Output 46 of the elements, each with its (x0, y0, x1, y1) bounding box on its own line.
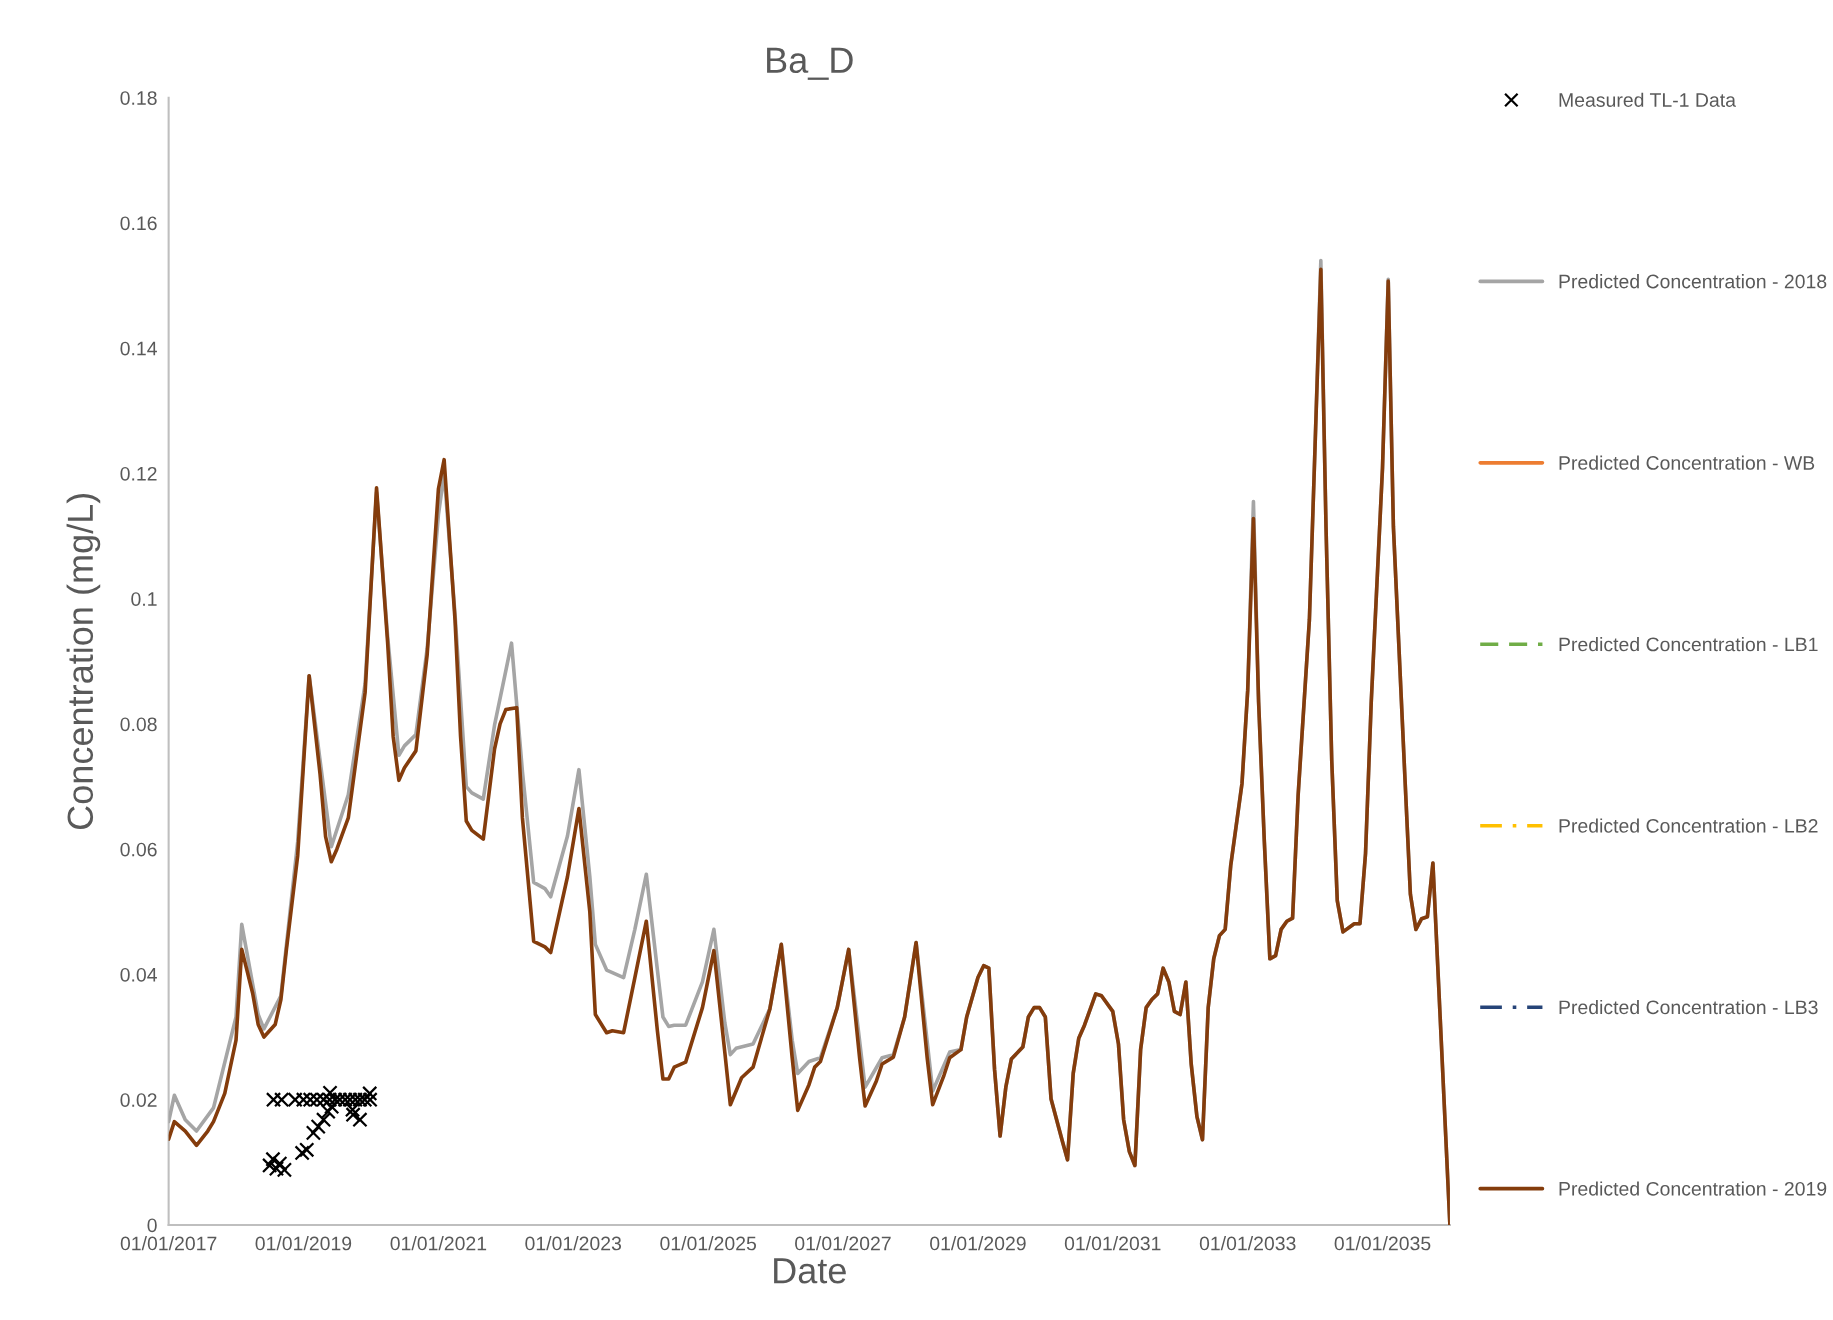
legend-label: Predicted Concentration - LB1 (1559, 637, 1818, 652)
legend-label: Predicted Concentration - LB2 (1559, 818, 1818, 833)
x-tick-label: 01/01/2019 (255, 1236, 352, 1251)
point (344, 1102, 361, 1118)
point (322, 1085, 338, 1101)
chart-title: Ba_D (767, 47, 853, 80)
point (268, 1160, 285, 1177)
y-tick-label: 0.12 (120, 466, 157, 481)
point (294, 1145, 310, 1161)
x-tick-label: 01/01/2029 (930, 1236, 1026, 1251)
y-tick-label: 0.14 (120, 341, 157, 356)
point (352, 1112, 368, 1128)
point (265, 1092, 282, 1108)
y-tick-label: 0.02 (120, 1093, 157, 1107)
point (310, 1118, 326, 1135)
x-tick-label: 01/01/2031 (1064, 1236, 1161, 1251)
legend-label: Predicted Concentration - 2018 (1559, 274, 1827, 289)
y-tick-label: 0 (147, 1218, 157, 1233)
y-tick-label: 0.16 (120, 216, 157, 231)
y-tick-label: 0.06 (120, 842, 157, 857)
legend-label: Predicted Concentration - 2019 (1559, 1181, 1827, 1196)
y-tick-label: 0.08 (120, 717, 157, 732)
y-tick-label: 0.18 (120, 91, 157, 105)
legend-label: Predicted Concentration - LB3 (1559, 999, 1818, 1015)
x-tick-label: 01/01/2033 (1199, 1236, 1296, 1251)
point (265, 1151, 281, 1167)
point (299, 1142, 315, 1158)
legend-label: Predicted Concentration - WB (1559, 455, 1815, 470)
x-tick-label: 01/01/2027 (795, 1236, 891, 1251)
point (315, 1112, 332, 1128)
y-axis-title: Concentration (mg/L) (66, 493, 101, 830)
point (305, 1125, 322, 1141)
point (345, 1107, 361, 1123)
x-axis-title: Date (774, 1258, 846, 1284)
point (320, 1103, 336, 1120)
legend-label: Measured TL-1 Data (1559, 92, 1736, 107)
x-tick-label: 01/01/2023 (525, 1236, 622, 1251)
x-tick-label: 01/01/2021 (390, 1236, 487, 1251)
point (362, 1085, 378, 1102)
y-tick-label: 0.04 (120, 967, 157, 982)
point (276, 1162, 293, 1178)
point (323, 1098, 340, 1115)
x-tick-label: 01/01/2035 (1334, 1236, 1431, 1251)
x-tick-label: 01/01/2025 (660, 1236, 757, 1251)
x-tick-label: 01/01/2017 (120, 1236, 217, 1251)
y-tick-label: 0.1 (131, 592, 157, 606)
